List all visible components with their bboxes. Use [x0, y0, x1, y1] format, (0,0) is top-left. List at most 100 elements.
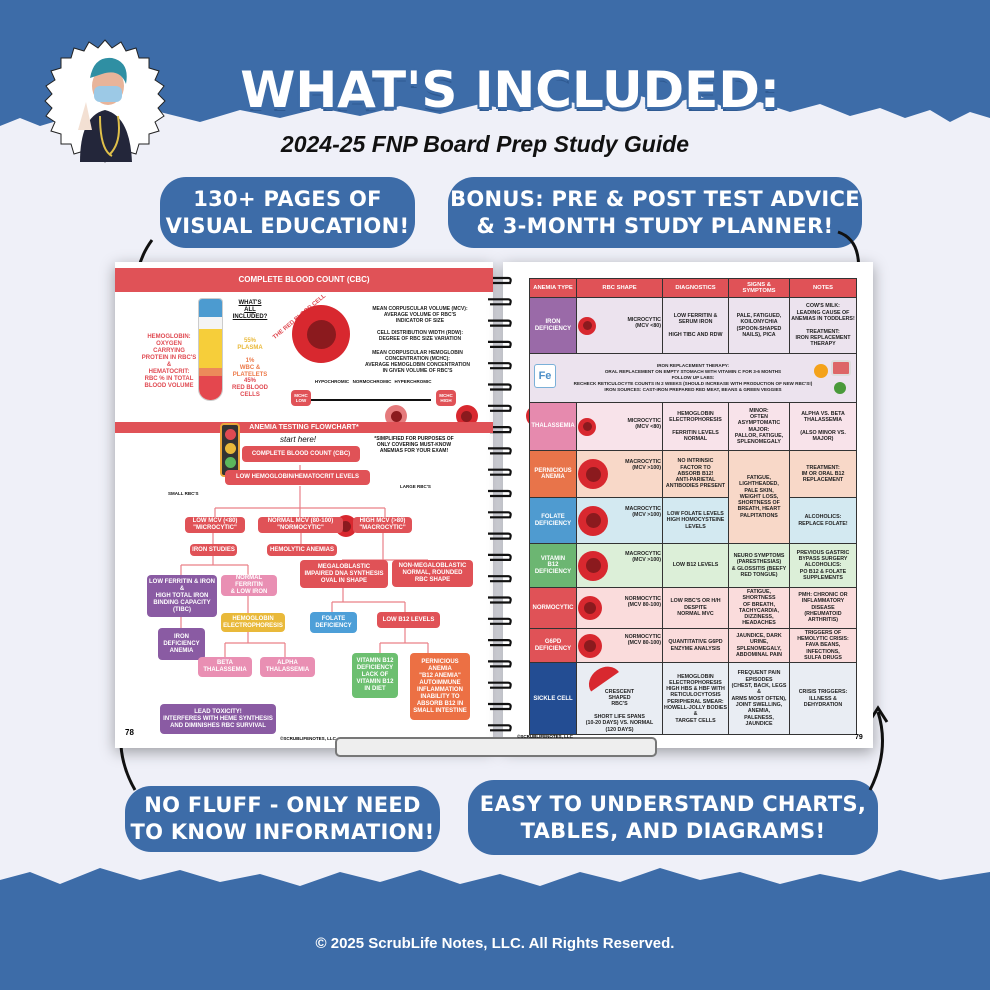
- spiral-ring: [488, 447, 512, 455]
- diagnostics-cell: LOW B12 LEVELS: [662, 543, 729, 588]
- spiral-ring: [488, 298, 512, 306]
- book-stand: [335, 737, 657, 757]
- flowchart-box: PERNICIOUS ANEMIA "B12 ANEMIA" AUTOIMMUN…: [410, 653, 470, 720]
- iron-fe-icon: Fe: [534, 364, 556, 388]
- spiral-ring: [488, 319, 512, 327]
- signs-cell: FATIGUE, LIGHTHEADED, PALE SKIN, WEIGHT …: [728, 450, 790, 544]
- top-banner: [0, 0, 990, 126]
- spiral-ring: [488, 575, 512, 583]
- flowchart-box: HEMOGLOBIN ELECTROPHORESIS: [221, 613, 285, 632]
- spiral-ring: [488, 724, 512, 732]
- rbc-shape-cell: MICROCYTIC (MCV <80): [576, 402, 663, 451]
- signs-cell: PALE, FATIGUED, KOILONYCHIA (SPOON-SHAPE…: [728, 297, 790, 354]
- spiral-ring: [488, 362, 512, 370]
- notes-cell-text: TREATMENT: IM OR ORAL B12 REPLACEMENT: [801, 464, 845, 484]
- notes-cell-text: ALPHA VS. BETA THALASSEMIA (ALSO MINOR V…: [800, 410, 846, 442]
- anemia-type-cell: SICKLE CELL: [529, 662, 577, 736]
- spiral-ring: [488, 681, 512, 689]
- plasma-label: 55% PLASMA: [237, 338, 263, 351]
- start-here-label: start here!: [280, 435, 317, 444]
- orange-icon: [814, 364, 828, 378]
- notes-cell-text: ALCOHOLICS: REPLACE FOLATE!: [798, 514, 848, 527]
- table-header: NOTES: [789, 278, 857, 298]
- signs-cell-text: PALE, FATIGUED, KOILONYCHIA (SPOON-SHAPE…: [736, 312, 782, 338]
- spiral-ring: [488, 702, 512, 711]
- signs-cell: NEURO SYMPTOMS (PARESTHESIAS) & GLOSSITI…: [728, 543, 790, 588]
- normochromic-label: NORMOCHROMIC: [352, 379, 392, 384]
- notes-cell: COW'S MILK: LEADING CAUSE OF ANEMIAS IN …: [789, 297, 857, 354]
- rbc-icon: [578, 459, 608, 489]
- anemia-type-cell-text: NORMOCYTIC: [532, 604, 574, 611]
- anemia-type-cell-text: IRON DEFICIENCY: [534, 319, 572, 332]
- notes-cell: TRIGGERS OF HEMOLYTIC CRISIS: FAVA BEANS…: [789, 627, 857, 664]
- anemia-type-cell: FOLATE DEFICIENCY: [529, 497, 577, 544]
- spiral-ring: [488, 532, 512, 540]
- rbc-shape-cell-text: NORMOCYTIC (MCV 80-100): [624, 595, 661, 609]
- notes-cell: TREATMENT: IM OR ORAL B12 REPLACEMENT: [789, 450, 857, 498]
- spiral-ring: [488, 511, 512, 519]
- anemia-table: ANEMIA TYPE RBC SHAPE DIAGNOSTICS SIGNS & S…: [529, 278, 857, 736]
- rbc-icon: [578, 316, 596, 335]
- diagnostics-cell-text: HEMOGLOBIN ELECTROPHORESIS FERRITIN LEVE…: [669, 410, 722, 442]
- spiral-ring: [488, 426, 512, 434]
- anemia-type-cell: G6PD DEFICIENCY: [529, 627, 577, 664]
- diagnostics-cell-text: HEMOGLOBIN ELECTROPHORESIS HIGH HBS & HB…: [664, 673, 727, 724]
- copyright-footer: © 2025 ScrubLife Notes, LLC. All Rights …: [315, 935, 675, 952]
- flowchart-box: NON-MEGALOBLASTIC NORMAL, ROUNDED RBC SH…: [392, 560, 473, 587]
- anemia-type-cell: THALASSEMIA: [529, 402, 577, 451]
- callout-bonus: BONUS: PRE & POST TEST ADVICE & 3-MONTH …: [448, 177, 862, 248]
- rbc-shape-cell-text: MICROCYTIC (MCV <80): [627, 316, 661, 329]
- anemia-type-cell-text: FOLATE DEFICIENCY: [534, 514, 572, 527]
- anemia-type-cell: PERNICIOUS ANEMIA: [529, 450, 577, 498]
- diagnostics-cell: LOW FERRITIN & SERUM IRON HIGH TIBC AND …: [662, 297, 729, 354]
- diagnostics-cell: QUANTITATIVE G6PD ENZYME ANALYSIS: [662, 627, 729, 664]
- rbc-shape-cell-text: MACROCYTIC (MCV >100): [625, 550, 661, 563]
- flowchart-box: MEGALOBLASTIC IMPAIRED DNA SYNTHESIS OVA…: [300, 560, 388, 588]
- flowchart-box: ALPHA THALASSEMIA: [260, 657, 315, 677]
- rbc-shape-cell: MACROCYTIC (MCV >100): [576, 497, 663, 544]
- flowchart-box: VITAMIN B12 DEFICIENCY LACK OF VITAMIN B…: [352, 653, 398, 698]
- table-row: NORMOCYTIC NORMOCYTIC (MCV 80-100) LOW RBC…: [529, 587, 857, 629]
- notes-cell: ALCOHOLICS: REPLACE FOLATE!: [789, 497, 857, 544]
- anemia-type-cell-text: PERNICIOUS ANEMIA: [534, 467, 572, 480]
- rbc-shape-cell-text: NORMOCYTIC (MCV 80-100): [624, 633, 661, 646]
- spiral-ring: [488, 340, 512, 348]
- rbc-shape-cell: MACROCYTIC (MCV >100): [576, 543, 663, 588]
- rbc-icon: [578, 417, 596, 436]
- flowchart-box: FOLATE DEFICIENCY: [310, 612, 357, 633]
- mcv-text: MEAN CORPUSCULAR VOLUME (MCV): AVERAGE V…: [372, 306, 468, 324]
- diagnostics-cell-text: NO INTRINSIC FACTOR TO ABSORB B12! ANTI-…: [665, 458, 726, 490]
- signs-cell-text: FATIGUE, SHORTNESS OF BREATH, TACHYCARDI…: [739, 589, 779, 627]
- table-row: VITAMIN B12 DEFICIENCY MACROCYTIC (MCV >1…: [529, 543, 857, 588]
- rbc-icon: [578, 505, 608, 536]
- spiral-ring: [488, 383, 512, 391]
- rbc-shape-cell: CRESCENT SHAPED RBC'S SHORT LIFE SPANS (…: [576, 660, 663, 736]
- flowchart-box: HEMOLYTIC ANEMIAS: [267, 544, 337, 556]
- spiral-ring: [488, 596, 512, 604]
- flowchart-connectors: [180, 465, 429, 657]
- spiral-ring: [488, 553, 512, 561]
- diagnostics-cell-text: LOW FOLATE LEVELS HIGH HOMOCYSTEINE LEVE…: [666, 511, 725, 530]
- flowchart-box: LOW FERRITIN & IRON & HIGH TOTAL IRON BI…: [147, 575, 217, 617]
- callout-easy-charts: EASY TO UNDERSTAND CHARTS, TABLES, AND D…: [468, 780, 878, 855]
- rbc-shape-cell-text: CRESCENT SHAPED RBC'S SHORT LIFE SPANS (…: [585, 688, 654, 733]
- table-row: FOLATE DEFICIENCY MACROCYTIC (MCV >100) LO…: [529, 497, 857, 544]
- spiral-binding: [488, 276, 512, 732]
- iron-therapy-cell: Fe IRON REPLACEMENT THERAPY: ORAL REPLACE…: [529, 353, 857, 403]
- left-page-number: 78: [125, 728, 134, 737]
- table-row: G6PD DEFICIENCY NORMOCYTIC (MCV 80-100) QU…: [529, 627, 857, 664]
- signs-cell-text: FREQUENT PAIN EPISODES (CHEST, BACK, LEG…: [731, 670, 787, 727]
- callout-visual-education: 130+ PAGES OF VISUAL EDUCATION!: [160, 177, 415, 248]
- diagnostics-cell: LOW FOLATE LEVELS HIGH HOMOCYSTEINE LEVE…: [662, 497, 729, 544]
- spiral-ring: [488, 276, 512, 285]
- rdw-text: CELL DISTRIBUTION WIDTH (RDW): DEGREE OF…: [376, 330, 463, 342]
- diagnostics-cell-text: LOW RBC'S OR H/H DESPITE NORMAL MVC: [670, 598, 721, 618]
- table-header: SIGNS & SYMPTOMS: [728, 278, 790, 298]
- flowchart-box: BETA THALASSEMIA: [198, 657, 252, 677]
- signs-cell: FREQUENT PAIN EPISODES (CHEST, BACK, LEG…: [728, 662, 790, 736]
- flowchart-box: IRON STUDIES: [190, 544, 237, 556]
- table-header: DIAGNOSTICS: [662, 278, 729, 298]
- anemia-type-cell: VITAMIN B12 DEFICIENCY: [529, 543, 577, 588]
- diagnostics-cell-text: QUANTITATIVE G6PD ENZYME ANALYSIS: [668, 639, 723, 652]
- flowchart-box: NORMAL MCV (80-100) "NORMOCYTIC": [258, 517, 343, 533]
